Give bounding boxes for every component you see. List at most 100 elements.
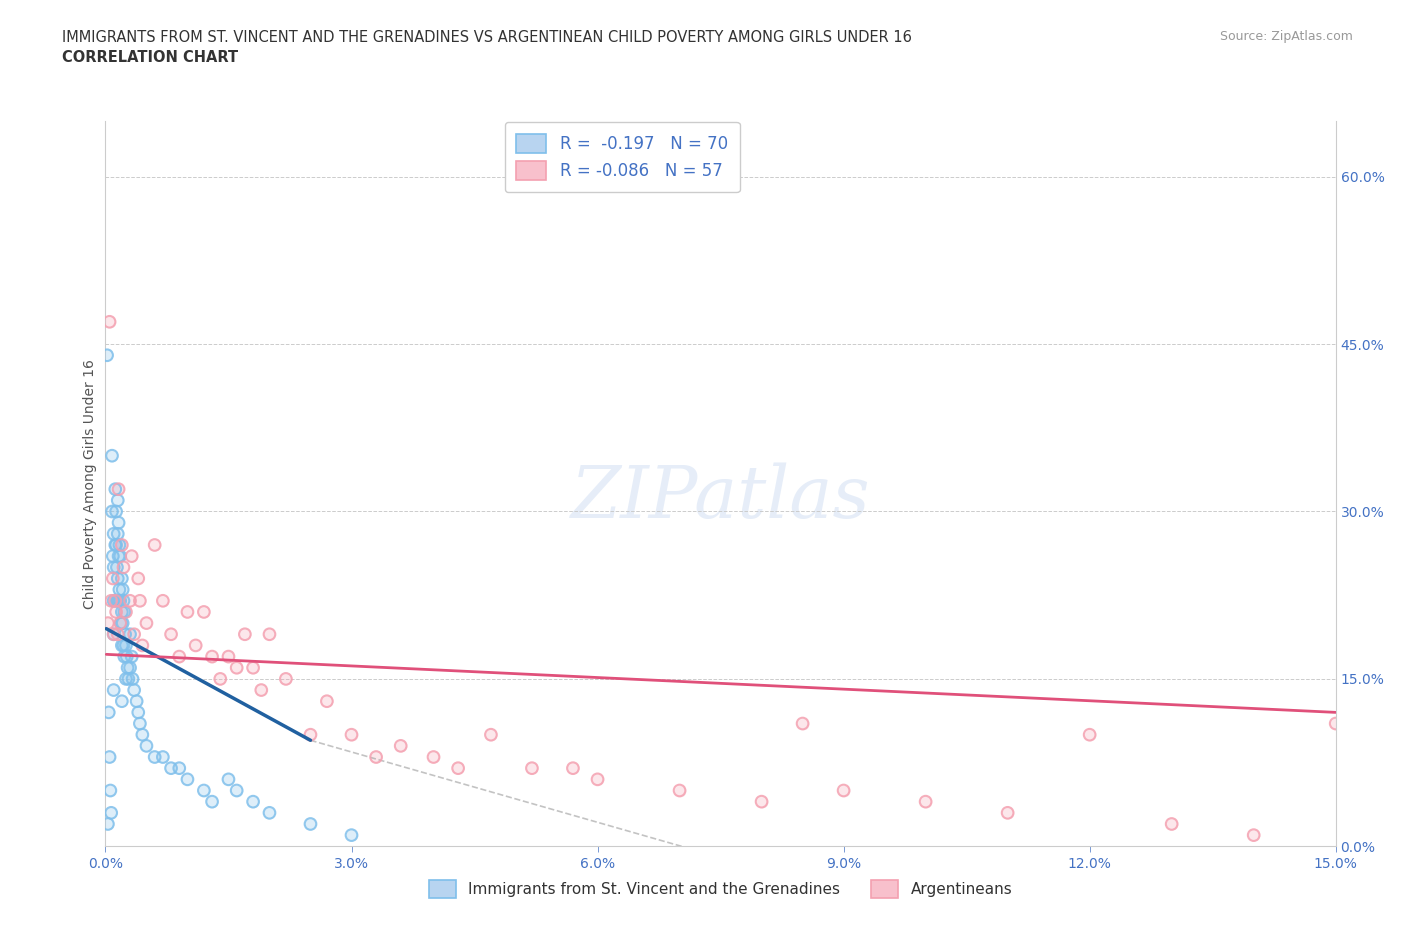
Point [112, 638, 135, 653]
Point [115, 649, 138, 664]
Point [152, 593, 174, 608]
Point [152, 593, 174, 608]
Point [259, 805, 281, 820]
Point [316, 694, 339, 709]
Point [176, 604, 198, 619]
Point [98, 314, 121, 329]
Point [101, 571, 124, 586]
Point [104, 593, 127, 608]
Point [201, 649, 224, 664]
Point [135, 738, 157, 753]
Point [143, 538, 166, 552]
Point [169, 761, 191, 776]
Point [125, 694, 148, 709]
Point [121, 671, 143, 686]
Point [233, 627, 256, 642]
Point [914, 794, 936, 809]
Point [160, 627, 183, 642]
Point [176, 772, 198, 787]
Point [101, 571, 124, 586]
Point [121, 549, 143, 564]
Point [100, 805, 122, 820]
Point [1243, 828, 1265, 843]
Point [366, 750, 388, 764]
Point [1243, 828, 1265, 843]
Point [111, 638, 134, 653]
Point [112, 593, 135, 608]
Point [111, 571, 134, 586]
Point [120, 593, 141, 608]
Point [103, 627, 125, 642]
Point [105, 604, 128, 619]
Point [117, 660, 139, 675]
Point [100, 593, 122, 608]
Point [218, 772, 240, 787]
Point [225, 783, 247, 798]
Point [107, 526, 129, 541]
Point [97, 705, 120, 720]
Point [111, 638, 134, 653]
Point [112, 649, 135, 664]
Point [259, 805, 281, 820]
Point [914, 794, 936, 809]
Point [96, 348, 118, 363]
Point [107, 627, 129, 642]
Point [103, 593, 125, 608]
Point [121, 649, 143, 664]
Point [366, 750, 388, 764]
Point [103, 526, 125, 541]
Point [111, 616, 134, 631]
Point [152, 750, 174, 764]
Point [299, 727, 322, 742]
Point [218, 772, 240, 787]
Point [479, 727, 502, 742]
Point [103, 683, 125, 698]
Point [152, 750, 174, 764]
Point [103, 560, 125, 575]
Point [299, 817, 322, 831]
Point [184, 638, 207, 653]
Point [101, 448, 124, 463]
Point [112, 638, 135, 653]
Point [447, 761, 470, 776]
Point [131, 727, 153, 742]
Point [103, 560, 125, 575]
Point [160, 627, 183, 642]
Point [115, 671, 138, 686]
Point [225, 660, 247, 675]
Point [201, 794, 224, 809]
Text: IMMIGRANTS FROM ST. VINCENT AND THE GRENADINES VS ARGENTINEAN CHILD POVERTY AMON: IMMIGRANTS FROM ST. VINCENT AND THE GREN… [62, 30, 911, 45]
Point [103, 683, 125, 698]
Point [97, 616, 120, 631]
Text: Source: ZipAtlas.com: Source: ZipAtlas.com [1219, 30, 1353, 43]
Point [120, 593, 141, 608]
Point [135, 616, 157, 631]
Point [110, 549, 132, 564]
Point [111, 604, 134, 619]
Point [112, 593, 135, 608]
Point [274, 671, 297, 686]
Point [107, 549, 129, 564]
Point [103, 627, 125, 642]
Point [115, 638, 138, 653]
Point [111, 694, 134, 709]
Point [101, 549, 124, 564]
Point [111, 616, 134, 631]
Point [100, 805, 122, 820]
Point [127, 705, 149, 720]
Point [135, 616, 157, 631]
Point [107, 627, 129, 642]
Point [115, 604, 138, 619]
Point [193, 604, 215, 619]
Point [422, 750, 444, 764]
Point [97, 616, 120, 631]
Point [114, 627, 136, 642]
Point [447, 761, 470, 776]
Point [1160, 817, 1182, 831]
Point [176, 604, 198, 619]
Point [340, 727, 363, 742]
Point [129, 593, 152, 608]
Point [176, 772, 198, 787]
Point [112, 560, 135, 575]
Point [169, 761, 191, 776]
